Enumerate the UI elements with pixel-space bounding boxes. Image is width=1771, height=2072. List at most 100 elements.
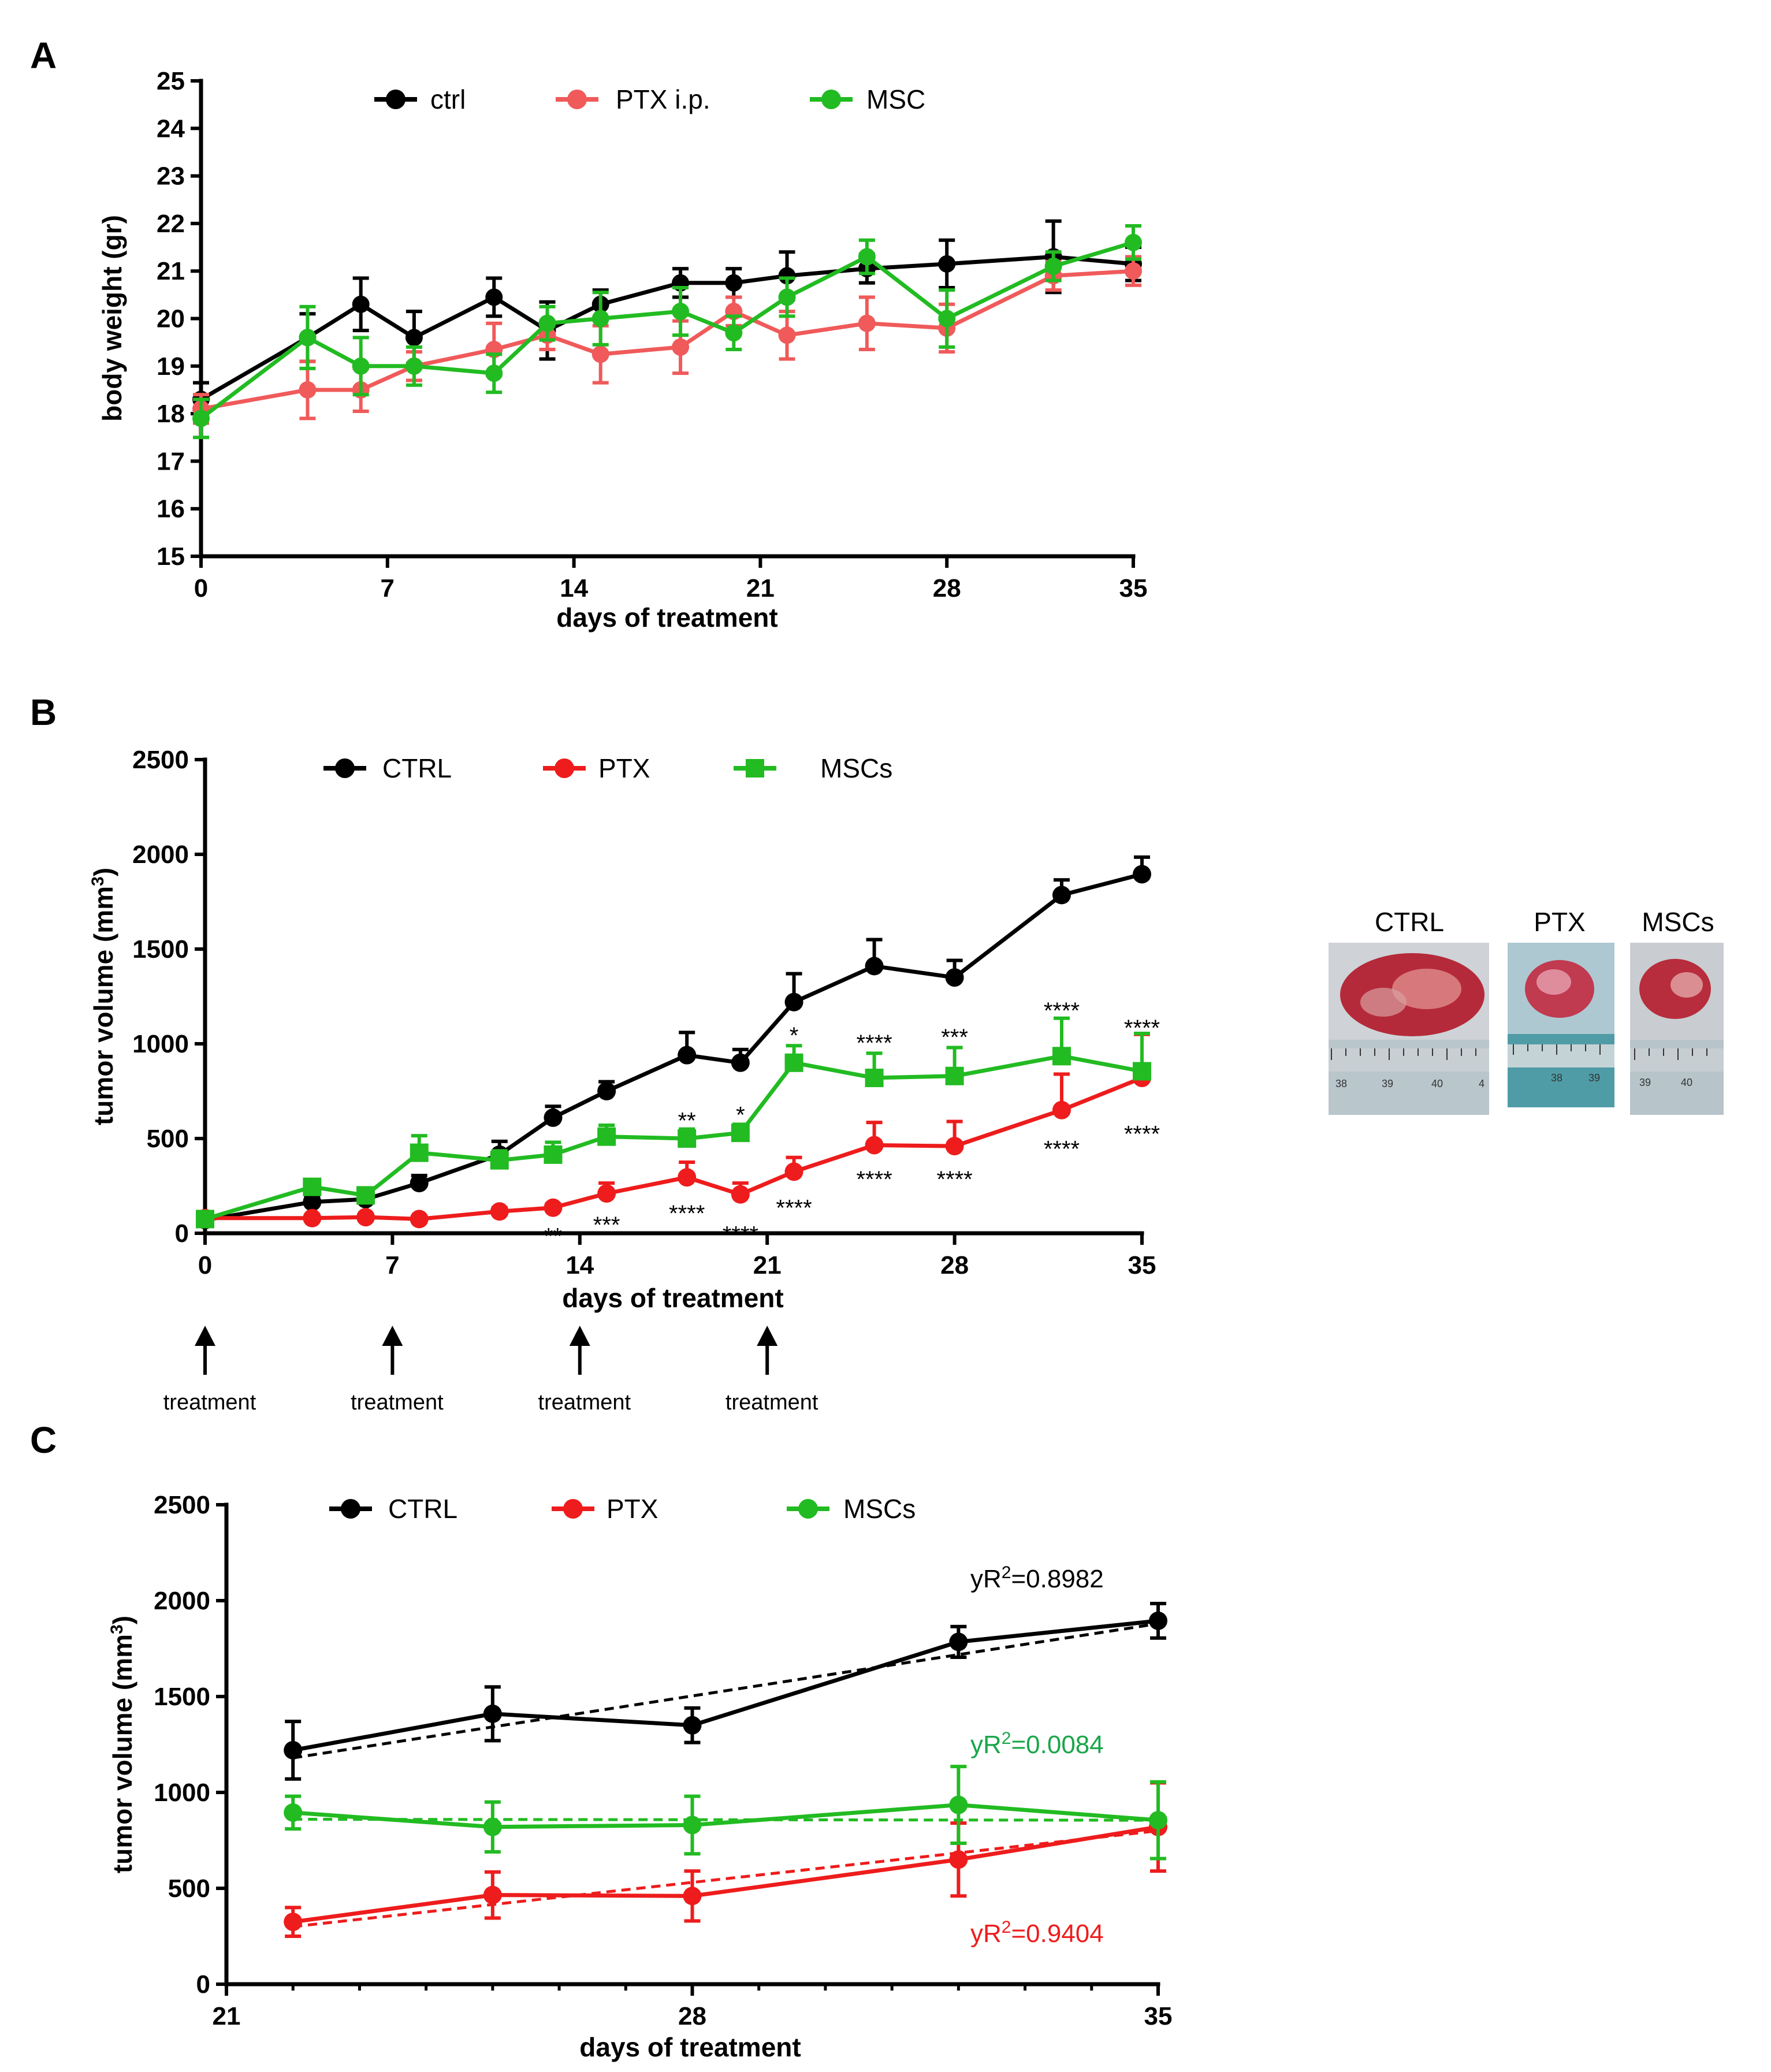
treatment-marker: treatment [538, 1326, 631, 1415]
legend-label-mscs: MSCs [843, 1494, 916, 1524]
series-line-ptx [205, 1076, 1143, 1221]
x-tick-label: 7 [381, 574, 395, 602]
data-point [731, 1124, 750, 1143]
panel-c-y-ticks: 0 500 1000 1500 2000 2500 [154, 1491, 226, 1999]
series-mscs [196, 1016, 1151, 1229]
treatment-marker: treatment [163, 1326, 256, 1415]
series-line-mscs [204, 1054, 1143, 1221]
y-tick-label: 2500 [132, 746, 189, 774]
data-point [938, 255, 956, 273]
data-point [778, 288, 796, 306]
legend-marker-ctrl [341, 1499, 360, 1519]
x-tick-label: 21 [746, 574, 775, 602]
legend-item-mscs: MSCs [787, 1494, 916, 1524]
data-point [597, 1127, 616, 1146]
data-point [678, 1168, 697, 1187]
series-mscs [284, 1765, 1167, 1861]
significance-marker: **** [936, 1167, 972, 1192]
trendline-ptx [292, 1829, 1159, 1928]
ruler-number: 38 [1335, 1078, 1347, 1089]
panel-a-x-ticks: 0 7 14 21 28 35 [194, 556, 1148, 602]
photo-label-ctrl: CTRL [1375, 907, 1444, 937]
data-point [949, 1632, 968, 1651]
data-point [858, 314, 876, 332]
y-tick-label: 1000 [132, 1030, 189, 1058]
x-tick-label: 21 [213, 2002, 241, 2030]
y-tick-label: 20 [157, 305, 185, 333]
data-point [410, 1174, 429, 1193]
significance-marker: **** [776, 1195, 812, 1221]
data-point [1052, 1100, 1071, 1119]
data-point [544, 1145, 563, 1164]
y-tick-label: 0 [175, 1219, 189, 1248]
ruler-ticks [1513, 1044, 1601, 1055]
data-point [544, 1108, 563, 1127]
data-point [865, 957, 884, 976]
data-point [1149, 1611, 1167, 1630]
legend-marker-ptx [555, 758, 574, 778]
treatment-marker: treatment [725, 1326, 818, 1415]
series-ctrl [284, 1601, 1167, 1781]
y-tick-label: 15 [157, 542, 185, 571]
arrow-up-icon [382, 1326, 403, 1346]
data-point [490, 1202, 509, 1221]
panel-b-series [196, 855, 1151, 1230]
trendline-msc [293, 1817, 1159, 1822]
significance-marker: *** [593, 1212, 620, 1238]
panel-c-trendlines [292, 1622, 1159, 1928]
ruler [1508, 1044, 1614, 1067]
ruler-number: 39 [1588, 1072, 1600, 1084]
r2-label-ptx: yR2=0.9404 [970, 1918, 1104, 1948]
data-point [778, 267, 796, 285]
panel-c-x-label: days of treatment [579, 2032, 801, 2062]
y-tick-label: 2500 [154, 1491, 210, 1519]
r2-label-ctrl: yR2=0.8982 [970, 1563, 1104, 1594]
significance-marker: * [736, 1103, 745, 1128]
y-tick-label: 500 [168, 1874, 210, 1903]
arrow-up-icon [195, 1326, 215, 1346]
data-point [303, 1208, 322, 1227]
x-tick-label: 35 [1119, 574, 1148, 602]
y-tick-label: 19 [157, 352, 185, 381]
panel-a-y-label: body weight (gr) [97, 215, 127, 422]
data-point [284, 1803, 303, 1822]
data-point [299, 381, 317, 399]
data-point [490, 1151, 509, 1170]
legend-label-ptx: PTX [598, 753, 650, 783]
arrow-up-icon [569, 1326, 590, 1346]
data-point [678, 1046, 697, 1065]
data-point [778, 326, 796, 344]
series-ctrl [192, 219, 1142, 418]
legend-label-msc: MSC [866, 84, 925, 114]
y-tick-label: 21 [157, 257, 185, 285]
legend-marker-ctrl [335, 758, 355, 778]
data-point [303, 1192, 322, 1211]
data-point [352, 295, 370, 313]
panel-c-y-label: tumor volume (mm3) [107, 1616, 138, 1873]
data-point [405, 357, 423, 375]
data-point [485, 364, 503, 382]
significance-marker: ** [678, 1108, 696, 1133]
data-point [865, 1136, 884, 1155]
data-point [485, 288, 503, 306]
y-tick-label: 1000 [154, 1779, 210, 1807]
treatment-label: treatment [351, 1390, 444, 1415]
y-tick-label: 2000 [154, 1587, 210, 1615]
x-tick-label: 35 [1144, 2002, 1173, 2030]
data-point [352, 357, 370, 375]
legend-label-ctrl: CTRL [388, 1494, 457, 1524]
legend-label-ctrl: ctrl [430, 84, 466, 114]
data-point [1133, 1062, 1151, 1081]
panel-b-treatment-arrows: treatment treatment treatment treatment [163, 1326, 818, 1415]
data-point [544, 1198, 563, 1217]
panel-c-legend: CTRL PTX MSCs [329, 1494, 916, 1524]
series-line-mscs [292, 1803, 1159, 1829]
legend-label-mscs: MSCs [820, 753, 892, 783]
treatment-label: treatment [538, 1390, 631, 1415]
data-point [1133, 865, 1151, 884]
panel-a-label: A [30, 35, 57, 76]
photo-mscs: 39 40 [1630, 943, 1724, 1115]
data-point [410, 1143, 429, 1162]
y-tick-label: 500 [147, 1125, 189, 1153]
